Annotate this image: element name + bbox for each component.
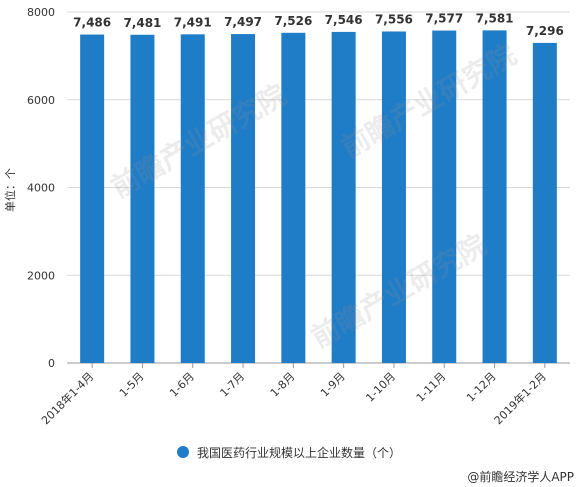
bar: [381, 31, 406, 363]
x-tick-label: 1-9月: [318, 370, 348, 400]
data-label: 7,556: [375, 12, 413, 26]
legend: 我国医药行业规模以上企业数量（个）: [177, 444, 401, 460]
x-tick-label: 1-8月: [268, 370, 298, 400]
source-credit: @前瞻经济学人APP: [467, 470, 574, 484]
bar: [281, 32, 306, 363]
x-tick-label: 2019年1-2月: [491, 369, 549, 427]
y-tick-label: 4000: [27, 182, 55, 195]
bar: [432, 30, 457, 364]
bar: [532, 42, 557, 363]
bar: [331, 31, 356, 363]
data-label: 7,486: [73, 16, 111, 30]
y-tick-label: 2000: [27, 269, 55, 282]
data-label: 7,481: [123, 16, 161, 30]
bar: [231, 34, 256, 364]
bar: [80, 34, 105, 363]
y-axis-label: 单位：个: [3, 168, 17, 212]
x-tick-label: 2018年1-4月: [38, 369, 96, 427]
bar: [482, 30, 507, 363]
x-tick-label: 1-10月: [363, 370, 398, 405]
x-tick-label: 1-11月: [414, 370, 449, 405]
x-tick-label: 1-7月: [217, 370, 247, 400]
data-label: 7,546: [325, 13, 363, 27]
data-label: 7,296: [526, 24, 564, 38]
x-tick-label: 1-6月: [167, 370, 197, 400]
bar: [180, 34, 205, 364]
x-tick-label: 1-12月: [464, 370, 499, 405]
data-label: 7,577: [425, 12, 463, 26]
y-tick-label: 8000: [27, 6, 55, 19]
x-tick-label: 1-5月: [117, 370, 147, 400]
legend-label: 我国医药行业规模以上企业数量（个）: [197, 445, 402, 460]
bar: [130, 34, 155, 364]
data-label: 7,497: [224, 15, 262, 29]
y-tick-label: 0: [48, 357, 55, 370]
data-label: 7,581: [476, 11, 514, 25]
legend-marker: [177, 446, 189, 458]
data-label: 7,491: [174, 15, 212, 29]
y-tick-label: 6000: [27, 94, 55, 107]
data-label: 7,526: [274, 14, 312, 28]
